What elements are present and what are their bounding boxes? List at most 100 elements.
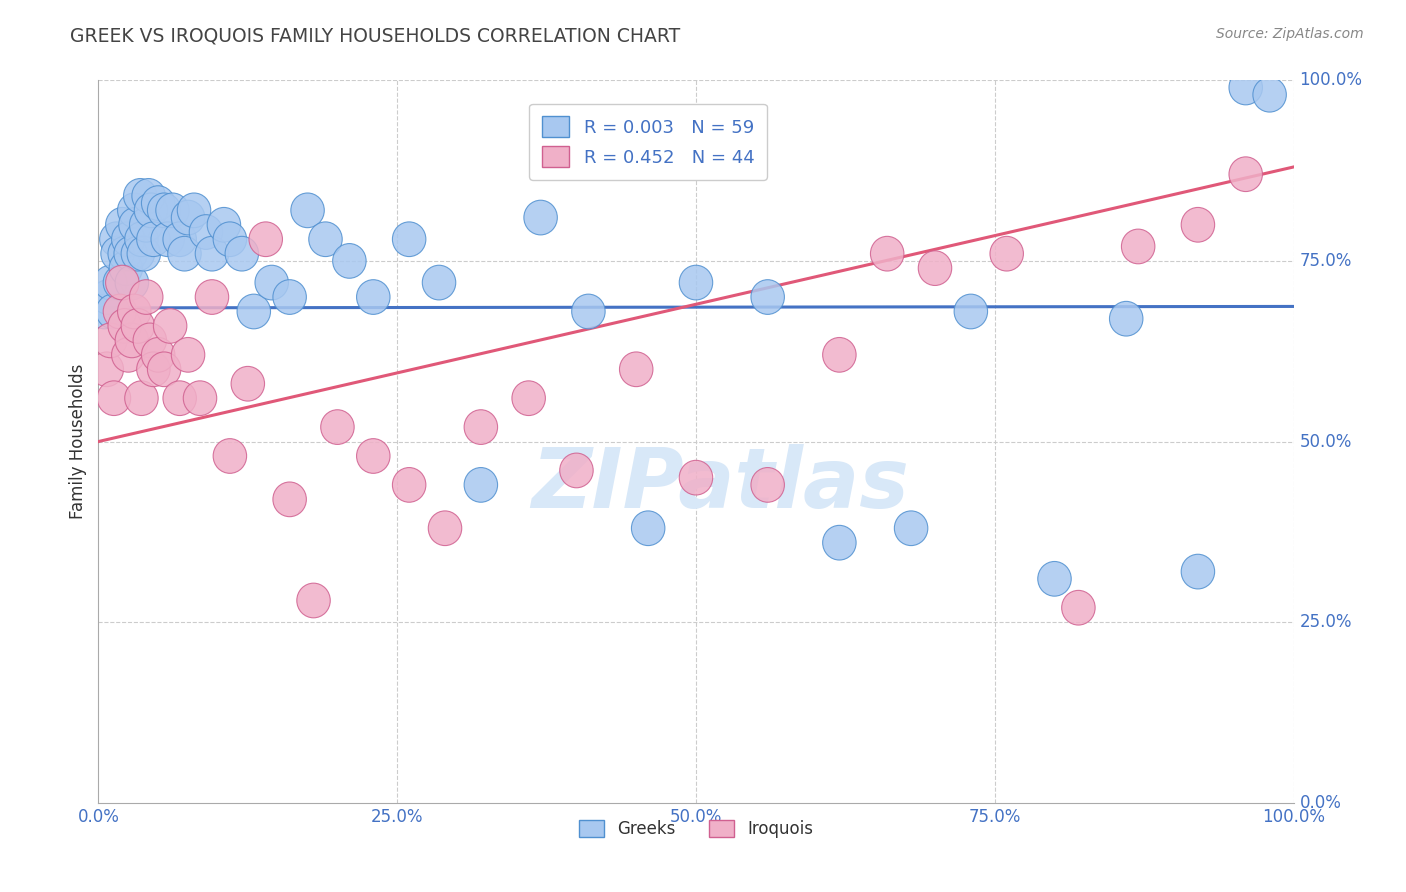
Ellipse shape [679, 265, 713, 300]
Ellipse shape [679, 460, 713, 495]
Ellipse shape [214, 439, 246, 474]
Ellipse shape [177, 193, 211, 227]
Ellipse shape [291, 193, 325, 227]
Ellipse shape [132, 178, 166, 213]
Legend: Greeks, Iroquois: Greeks, Iroquois [572, 814, 820, 845]
Ellipse shape [464, 467, 498, 502]
Ellipse shape [172, 200, 205, 235]
Text: GREEK VS IROQUOIS FAMILY HOUSEHOLDS CORRELATION CHART: GREEK VS IROQUOIS FAMILY HOUSEHOLDS CORR… [70, 27, 681, 45]
Ellipse shape [620, 352, 652, 386]
Ellipse shape [148, 193, 181, 227]
Ellipse shape [870, 236, 904, 271]
Ellipse shape [150, 222, 184, 257]
Ellipse shape [572, 294, 605, 329]
Ellipse shape [1253, 78, 1286, 112]
Ellipse shape [114, 236, 148, 271]
Ellipse shape [97, 381, 131, 416]
Text: Source: ZipAtlas.com: Source: ZipAtlas.com [1216, 27, 1364, 41]
Text: 0.0%: 0.0% [1299, 794, 1341, 812]
Ellipse shape [121, 236, 155, 271]
Ellipse shape [124, 178, 157, 213]
Ellipse shape [464, 409, 498, 444]
Ellipse shape [105, 265, 139, 300]
Ellipse shape [90, 352, 124, 386]
Ellipse shape [249, 222, 283, 257]
Ellipse shape [136, 222, 170, 257]
Ellipse shape [136, 352, 170, 386]
Ellipse shape [111, 222, 145, 257]
Ellipse shape [357, 439, 389, 474]
Text: 50.0%: 50.0% [1299, 433, 1353, 450]
Ellipse shape [142, 186, 174, 220]
Ellipse shape [134, 323, 166, 358]
Ellipse shape [955, 294, 987, 329]
Ellipse shape [163, 381, 197, 416]
Ellipse shape [115, 323, 149, 358]
Ellipse shape [631, 511, 665, 546]
Ellipse shape [125, 222, 159, 257]
Ellipse shape [153, 309, 187, 343]
Text: 75.0%: 75.0% [1299, 252, 1353, 270]
Ellipse shape [823, 525, 856, 560]
Ellipse shape [127, 236, 160, 271]
Ellipse shape [129, 280, 163, 314]
Ellipse shape [321, 409, 354, 444]
Ellipse shape [297, 583, 330, 618]
Ellipse shape [121, 309, 155, 343]
Ellipse shape [129, 208, 163, 242]
Ellipse shape [118, 294, 150, 329]
Ellipse shape [1122, 229, 1154, 264]
Ellipse shape [254, 265, 288, 300]
Ellipse shape [333, 244, 366, 278]
Ellipse shape [1038, 561, 1071, 596]
Ellipse shape [751, 280, 785, 314]
Ellipse shape [100, 222, 134, 257]
Ellipse shape [183, 381, 217, 416]
Ellipse shape [163, 222, 197, 257]
Ellipse shape [94, 265, 127, 300]
Ellipse shape [108, 309, 142, 343]
Y-axis label: Family Households: Family Households [69, 364, 87, 519]
Ellipse shape [225, 236, 259, 271]
Ellipse shape [108, 236, 142, 271]
Ellipse shape [1229, 157, 1263, 192]
Ellipse shape [94, 323, 127, 358]
Ellipse shape [990, 236, 1024, 271]
Ellipse shape [560, 453, 593, 488]
Ellipse shape [918, 251, 952, 285]
Ellipse shape [103, 265, 136, 300]
Ellipse shape [422, 265, 456, 300]
Ellipse shape [524, 200, 557, 235]
Text: ZIPatlas: ZIPatlas [531, 444, 908, 525]
Ellipse shape [1229, 70, 1263, 105]
Ellipse shape [357, 280, 389, 314]
Ellipse shape [110, 251, 142, 285]
Ellipse shape [273, 482, 307, 516]
Ellipse shape [190, 215, 222, 250]
Ellipse shape [195, 280, 229, 314]
Ellipse shape [823, 337, 856, 372]
Ellipse shape [118, 193, 150, 227]
Ellipse shape [172, 337, 205, 372]
Ellipse shape [91, 280, 125, 314]
Ellipse shape [195, 236, 229, 271]
Ellipse shape [751, 467, 785, 502]
Ellipse shape [1062, 591, 1095, 625]
Ellipse shape [105, 208, 139, 242]
Ellipse shape [238, 294, 270, 329]
Ellipse shape [103, 294, 136, 329]
Ellipse shape [309, 222, 342, 257]
Ellipse shape [392, 222, 426, 257]
Ellipse shape [111, 337, 145, 372]
Ellipse shape [96, 294, 129, 329]
Ellipse shape [156, 193, 190, 227]
Ellipse shape [207, 208, 240, 242]
Ellipse shape [118, 208, 152, 242]
Ellipse shape [512, 381, 546, 416]
Ellipse shape [101, 236, 135, 271]
Ellipse shape [87, 294, 121, 329]
Ellipse shape [167, 236, 201, 271]
Ellipse shape [894, 511, 928, 546]
Ellipse shape [115, 265, 149, 300]
Text: 100.0%: 100.0% [1299, 71, 1362, 89]
